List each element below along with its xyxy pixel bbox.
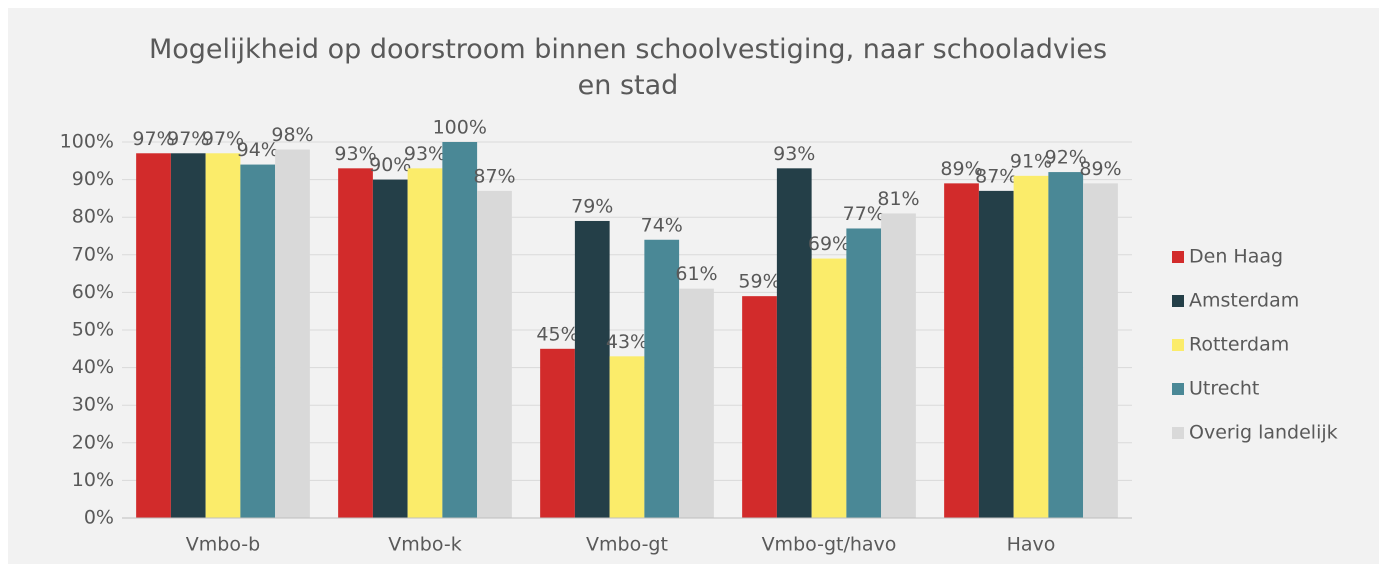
bar	[170, 153, 206, 518]
value-label: 98%	[271, 124, 313, 146]
x-tick-label: Vmbo-k	[388, 534, 461, 556]
y-tick-label: 30%	[72, 394, 114, 416]
value-label: 81%	[877, 188, 919, 210]
bar	[240, 164, 276, 518]
value-label: 79%	[571, 195, 613, 217]
bar	[978, 190, 1014, 518]
bar	[540, 348, 575, 518]
y-tick-label: 50%	[72, 319, 114, 341]
bar	[574, 220, 610, 518]
y-tick-label: 10%	[72, 469, 114, 491]
bar	[1048, 172, 1084, 518]
bar	[1013, 175, 1049, 518]
value-label: 45%	[536, 323, 578, 345]
value-label: 90%	[369, 154, 411, 176]
bar	[609, 356, 645, 518]
value-label: 87%	[473, 165, 515, 187]
bar	[205, 153, 241, 518]
value-label: 92%	[1045, 147, 1087, 169]
bar	[442, 142, 478, 518]
legend-swatch	[1172, 295, 1184, 307]
y-tick-label: 60%	[72, 281, 114, 303]
legend-swatch	[1172, 383, 1184, 395]
x-tick-label: Vmbo-b	[186, 534, 260, 556]
value-label: 61%	[675, 263, 717, 285]
value-label: 97%	[202, 128, 244, 150]
chart-title: Mogelijkheid op doorstroom binnen school…	[148, 34, 1108, 101]
value-label: 74%	[641, 214, 683, 236]
legend-label: Utrecht	[1189, 378, 1259, 400]
bar	[776, 168, 812, 518]
bar	[679, 288, 714, 518]
bar	[136, 153, 171, 518]
value-label: 100%	[433, 117, 487, 139]
y-tick-label: 0%	[84, 507, 114, 529]
value-label: 91%	[1010, 150, 1052, 172]
legend-label: Den Haag	[1189, 246, 1283, 268]
value-label: 77%	[843, 203, 885, 225]
legend-swatch	[1172, 251, 1184, 263]
x-tick-label: Vmbo-gt	[586, 534, 668, 556]
bar	[811, 258, 847, 518]
bar	[477, 190, 512, 518]
value-label: 87%	[975, 165, 1017, 187]
value-label: 69%	[808, 233, 850, 255]
legend-label: Amsterdam	[1189, 290, 1299, 312]
bar	[338, 168, 373, 518]
y-tick-label: 20%	[72, 431, 114, 453]
bar	[644, 239, 680, 518]
y-tick-label: 100%	[60, 131, 114, 153]
bar	[742, 296, 777, 518]
y-tick-label: 80%	[72, 206, 114, 228]
value-label: 93%	[773, 143, 815, 165]
value-label: 94%	[237, 139, 279, 161]
legend-swatch	[1172, 427, 1184, 439]
legend-swatch	[1172, 339, 1184, 351]
bar	[372, 179, 408, 518]
bar	[407, 168, 443, 518]
value-label: 89%	[940, 158, 982, 180]
y-tick-label: 40%	[72, 356, 114, 378]
bar	[944, 183, 979, 519]
value-label: 89%	[1079, 158, 1121, 180]
y-tick-label: 70%	[72, 243, 114, 265]
value-label: 59%	[738, 271, 780, 293]
x-tick-label: Vmbo-gt/havo	[762, 534, 897, 556]
bar	[1083, 183, 1118, 519]
bar	[275, 149, 310, 518]
legend-label: Overig landelijk	[1189, 422, 1338, 444]
bar	[846, 228, 882, 519]
y-tick-label: 90%	[72, 168, 114, 190]
value-label: 97%	[167, 128, 209, 150]
bar	[881, 213, 916, 518]
value-label: 93%	[404, 143, 446, 165]
legend-label: Rotterdam	[1189, 334, 1289, 356]
value-label: 43%	[606, 331, 648, 353]
value-label: 93%	[334, 143, 376, 165]
value-label: 97%	[132, 128, 174, 150]
x-tick-label: Havo	[1007, 534, 1056, 556]
